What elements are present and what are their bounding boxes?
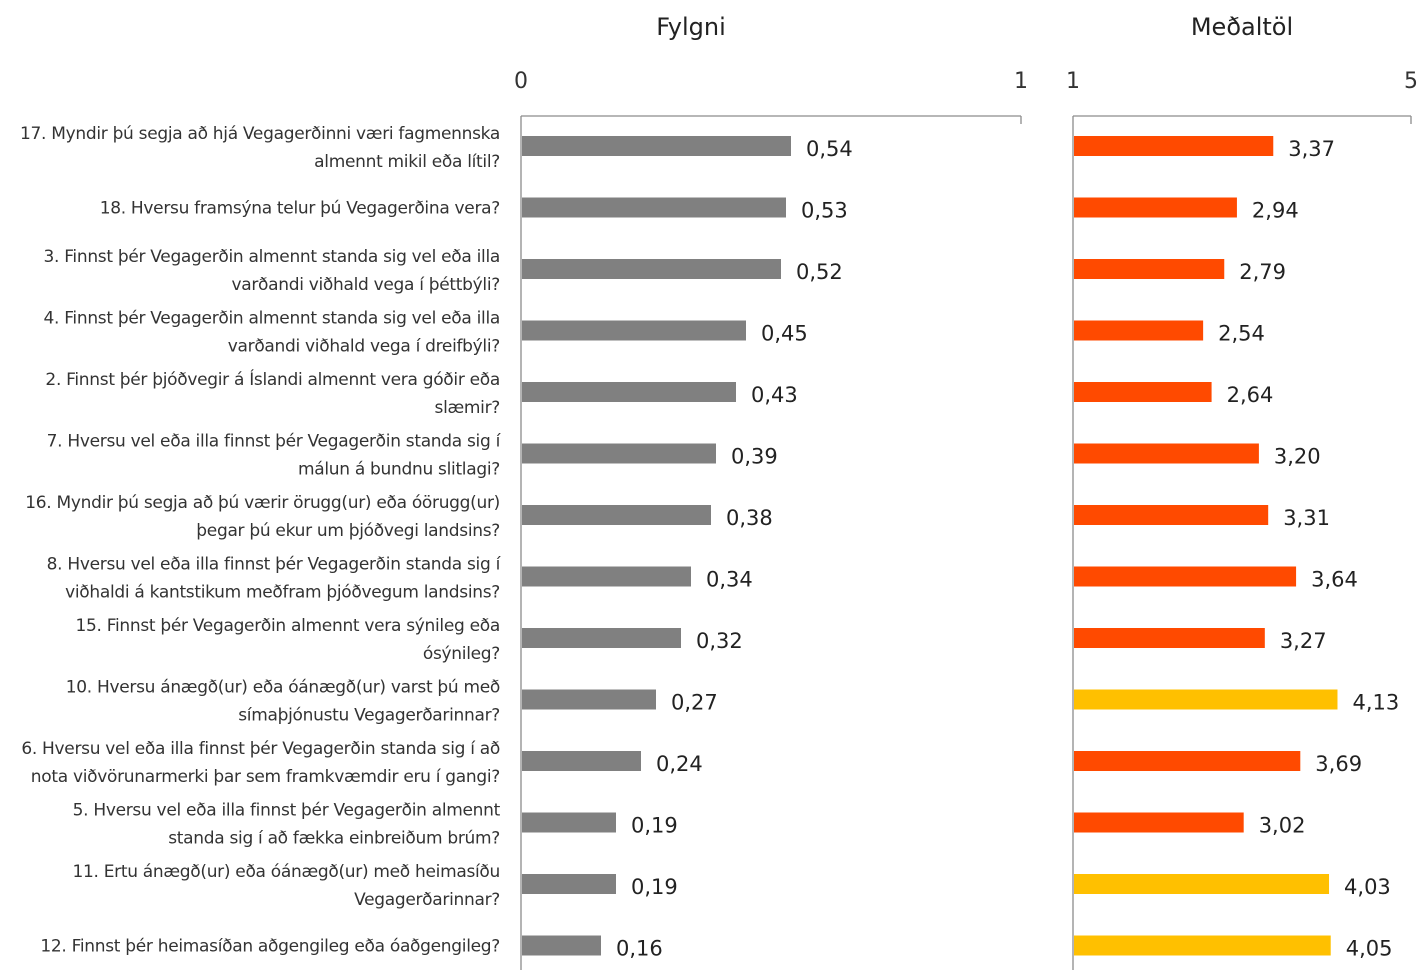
medaltol-value-label: 3,31 [1283,506,1330,530]
medaltol-tick-label: 1 [1066,69,1080,94]
fylgni-bar [522,812,616,833]
medaltol-value-label: 3,20 [1274,445,1321,469]
question-label: 18. Hversu framsýna telur þú Vegagerðina… [100,199,500,219]
fylgni-value-label: 0,24 [656,752,703,776]
medaltol-bar [1074,935,1331,956]
fylgni-bar [522,751,641,771]
medaltol-bar [1074,505,1269,525]
medaltol-value-label: 3,27 [1280,629,1327,653]
fylgni-value-label: 0,53 [801,199,848,223]
medaltol-value-label: 2,94 [1252,199,1299,223]
fylgni-bar [522,566,691,587]
fylgni-bar [522,136,791,156]
medaltol-bar [1074,259,1225,279]
fylgni-bar [522,320,746,341]
medaltol-value-label: 3,69 [1315,752,1362,776]
fylgni-value-label: 0,27 [671,691,718,715]
medaltol-bar [1074,197,1237,218]
fylgni-bar [522,689,656,710]
medaltol-value-label: 2,54 [1218,322,1265,346]
fylgni-tick-label: 0 [514,69,528,94]
fylgni-value-label: 0,34 [706,568,753,592]
medaltol-value-label: 4,13 [1352,691,1399,715]
fylgni-value-label: 0,38 [726,506,773,530]
medaltol-tick-label: 5 [1404,69,1418,94]
fylgni-value-label: 0,54 [806,137,853,161]
question-label: 10. Hversu ánægð(ur) eða óánægð(ur) vars… [66,678,500,726]
medaltol-bar [1074,566,1297,587]
fylgni-bar [522,628,681,648]
fylgni-bar [522,197,786,218]
medaltol-value-label: 2,79 [1239,260,1286,284]
medaltol-bar [1074,689,1338,710]
question-label: 6. Hversu vel eða illa finnst þér Vegage… [21,739,500,787]
medaltol-value-label: 4,05 [1346,937,1393,961]
fylgni-value-label: 0,52 [796,260,843,284]
question-label: 15. Finnst þér Vegagerðin almennt vera s… [75,616,500,664]
medaltol-value-label: 4,03 [1344,875,1391,899]
medaltol-panel: Meðaltöl 1 5 3,37 2,94 2,79 2,54 2,64 3,20 3,31 3,… [1066,13,1418,970]
fylgni-bar [522,505,711,525]
fylgni-tick-label: 1 [1014,69,1028,94]
question-label: 7. Hversu vel eða illa finnst þér Vegage… [47,432,502,480]
medaltol-bar [1074,136,1274,156]
medaltol-bar [1074,320,1204,341]
fylgni-value-label: 0,43 [751,383,798,407]
fylgni-value-label: 0,16 [616,937,663,961]
fylgni-panel: Fylgni 0 1 0,54 0,53 0,52 0,45 0,43 0,39 0,38 0,34… [514,13,1028,970]
fylgni-bar [522,259,781,279]
medaltol-value-label: 3,02 [1259,814,1306,838]
fylgni-value-label: 0,32 [696,629,743,653]
question-label: 16. Myndir þú segja að þú værir örugg(ur… [25,493,500,541]
question-label: 12. Finnst þér heimasíðan aðgengileg eða… [40,937,500,957]
fylgni-bar [522,935,601,956]
fylgni-title: Fylgni [656,13,726,41]
question-labels: 17. Myndir þú segja að hjá Vegagerðinni … [20,124,502,957]
question-label: 17. Myndir þú segja að hjá Vegagerðinni … [20,124,500,172]
question-label: 5. Hversu vel eða illa finnst þér Vegage… [73,801,501,849]
question-label: 11. Ertu ánægð(ur) eða óánægð(ur) með he… [72,862,500,910]
question-label: 8. Hversu vel eða illa finnst þér Vegage… [47,555,502,603]
question-label: 4. Finnst þér Vegagerðin almennt standa … [43,309,500,357]
medaltol-bar [1074,812,1244,833]
medaltol-bar [1074,443,1259,464]
fylgni-bar [522,382,736,402]
medaltol-value-label: 2,64 [1227,383,1274,407]
question-label: 2. Finnst þér þjóðvegir á Íslandi almenn… [45,368,500,418]
fylgni-bar [522,443,716,464]
fylgni-value-label: 0,19 [631,875,678,899]
medaltol-value-label: 3,64 [1311,568,1358,592]
fylgni-value-label: 0,45 [761,322,808,346]
fylgni-bar [522,874,616,894]
medaltol-bar [1074,874,1330,894]
medaltol-value-label: 3,37 [1288,137,1335,161]
medaltol-title: Meðaltöl [1191,13,1293,41]
medaltol-bar [1074,751,1301,771]
question-label: 3. Finnst þér Vegagerðin almennt standa … [43,247,500,295]
medaltol-bar [1074,382,1212,402]
fylgni-value-label: 0,39 [731,445,778,469]
medaltol-bar [1074,628,1265,648]
fylgni-value-label: 0,19 [631,814,678,838]
